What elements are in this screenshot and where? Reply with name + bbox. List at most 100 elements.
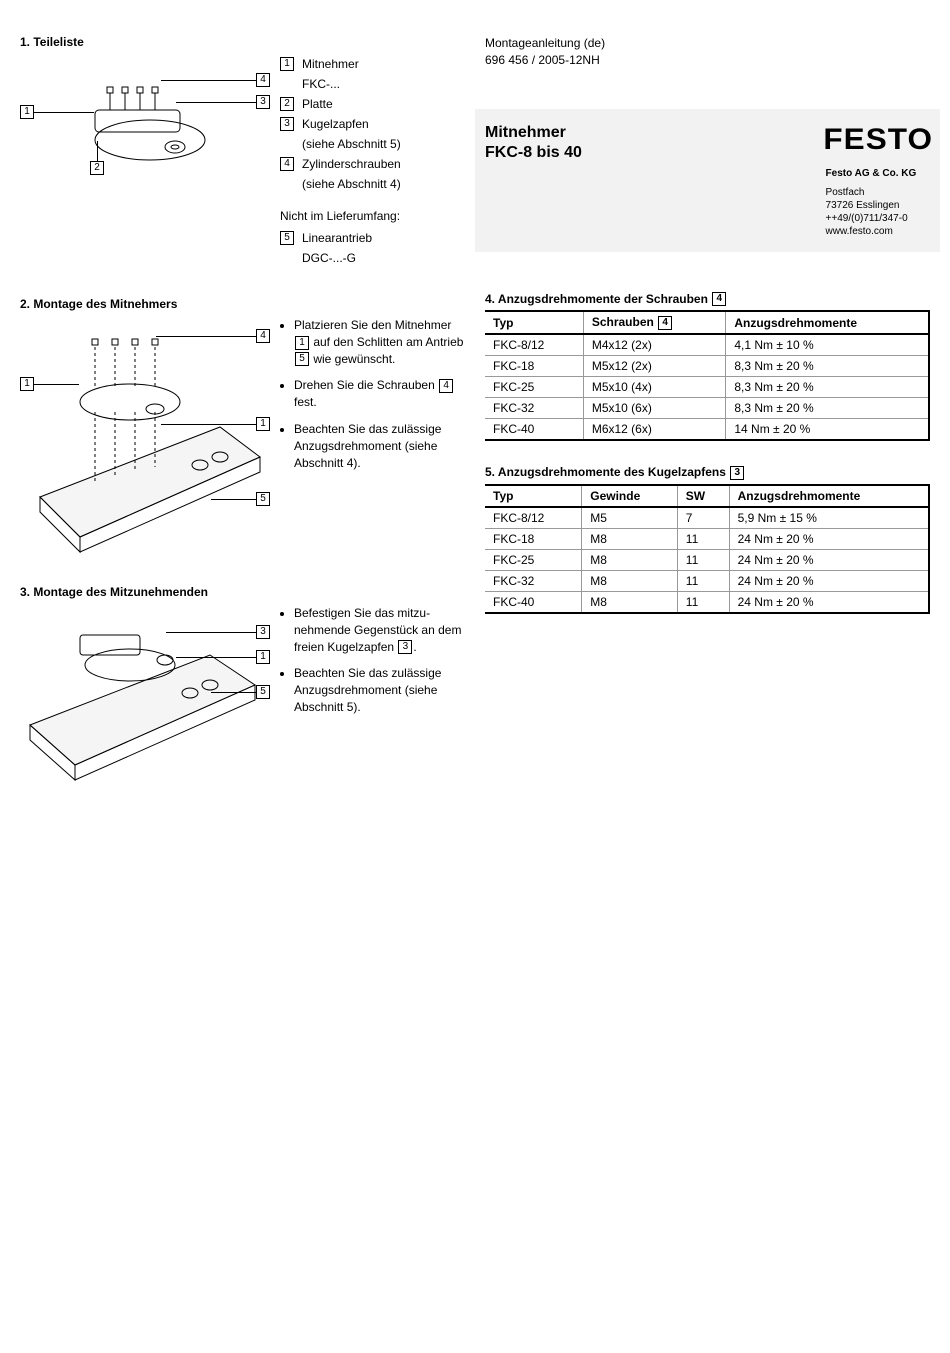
table-row: FKC-8/12M575,9 Nm ± 15 % [485,507,929,529]
text: Platzieren Sie den Mit­nehmer [294,318,451,332]
parts-sublabel: DGC-...-G [302,249,465,267]
text: Befestigen Sie das mitzu­nehmende Gegens… [294,606,461,654]
parts-label: Zylinderschrauben [302,155,465,173]
table-cell: FKC-40 [485,419,583,441]
festo-logo: FESTO [823,123,933,157]
table-row: FKC-8/12M4x12 (2x)4,1 Nm ± 10 % [485,334,929,356]
callout-2: 2 [90,161,104,175]
table-row: FKC-40M81124 Nm ± 20 % [485,592,929,614]
callout-4: 4 [256,329,270,343]
parts-list-item: 4Zylinderschrauben [280,155,465,173]
table-cell: 11 [677,592,729,614]
table-cell: M5x10 (4x) [583,377,726,398]
text: auf den Schlit­ten am Antrieb [310,335,463,349]
parts-list: 1MitnehmerFKC-...2Platte3Kugelzapfen(sie… [280,55,465,269]
product-title: Mitnehmer FKC-8 bis 40 [485,123,582,165]
callout-5: 5 [256,685,270,699]
parts-list-item: 2Platte [280,95,465,113]
table-header: Anzugsdrehmomente [729,485,929,507]
instruction-item: Platzieren Sie den Mit­nehmer 1 auf den … [294,317,465,367]
ref-box: 4 [439,379,453,393]
parts-num-box: 1 [280,57,294,71]
parts-list-item: 5Linearantrieb [280,229,465,247]
table-row: FKC-25M5x10 (4x)8,3 Nm ± 20 % [485,377,929,398]
text: . [413,640,416,654]
table-row: FKC-32M5x10 (6x)8,3 Nm ± 20 % [485,398,929,419]
table-cell: M5x10 (6x) [583,398,726,419]
table-row: FKC-18M81124 Nm ± 20 % [485,529,929,550]
text: 5. Anzugsdrehmomente des Kugelzapfens [485,465,729,479]
table-cell: 8,3 Nm ± 20 % [726,377,929,398]
table-cell: M6x12 (6x) [583,419,726,441]
section2-row: 4 1 1 5 Platzieren Sie den Mit­nehmer 1 … [20,317,465,557]
table-cell: 11 [677,529,729,550]
table-cell: FKC-8/12 [485,334,583,356]
doc-number: 696 456 / 2005-12NH [485,52,930,69]
table-cell: 4,1 Nm ± 10 % [726,334,929,356]
section1-row: 1 4 3 2 1MitnehmerFKC-...2Platte3Kugelza… [20,55,465,269]
parts-label: Platte [302,95,465,113]
table-cell: 8,3 Nm ± 20 % [726,356,929,377]
callout-1b: 1 [256,417,270,431]
table-row: FKC-18M5x12 (2x)8,3 Nm ± 20 % [485,356,929,377]
table-header: SW [677,485,729,507]
right-column: Montageanleitung (de) 696 456 / 2005-12N… [485,35,930,813]
table-ballpin: TypGewindeSWAnzugsdrehmomenteFKC-8/12M57… [485,484,930,614]
parts-sublabel: (siehe Abschnitt 5) [302,135,465,153]
table-cell: 24 Nm ± 20 % [729,592,929,614]
section1-heading: 1. Teileliste [20,35,465,49]
section3-row: 3 1 5 Befestigen Sie das mitzu­nehmende … [20,605,465,785]
parts-sketch-icon [20,55,270,175]
table-cell: M8 [582,592,678,614]
table-row: FKC-25M81124 Nm ± 20 % [485,550,929,571]
parts-label: Kugelzapfen [302,115,465,133]
ref-box: 4 [658,316,672,330]
company-phone: ++49/(0)711/347-0 [826,212,930,225]
callout-4: 4 [256,73,270,87]
callout-1: 1 [20,377,34,391]
section4-heading: 4. Anzugsdrehmomente der Schrauben 4 [485,292,930,307]
ref-box: 5 [295,352,309,366]
table-cell: M8 [582,571,678,592]
table-cell: 5,9 Nm ± 15 % [729,507,929,529]
callout-1: 1 [256,650,270,664]
doc-type: Montageanleitung (de) [485,35,930,52]
table-cell: M8 [582,529,678,550]
table-cell: 11 [677,550,729,571]
section2-diagram: 4 1 1 5 [20,317,270,557]
callout-5: 5 [256,492,270,506]
table-cell: M4x12 (2x) [583,334,726,356]
page: 1. Teileliste 1 4 [20,35,930,813]
left-column: 1. Teileliste 1 4 [20,35,465,813]
parts-sublabel: (siehe Abschnitt 4) [302,175,465,193]
text: fest. [294,395,317,409]
table-cell: FKC-32 [485,398,583,419]
table-cell: M5 [582,507,678,529]
table-cell: 7 [677,507,729,529]
ref-box: 3 [730,466,744,480]
instruction-item: Beachten Sie das zulässi­ge Anzugsdrehmo… [294,421,465,471]
title-block: Mitnehmer FKC-8 bis 40 FESTO Festo AG & … [475,109,940,252]
table-header: Gewinde [582,485,678,507]
parts-list-item: 1 Mitnehmer [280,55,465,73]
table-cell: M8 [582,550,678,571]
table-cell: FKC-18 [485,529,582,550]
ref-box: 1 [295,336,309,350]
table-cell: 8,3 Nm ± 20 % [726,398,929,419]
table-cell: FKC-18 [485,356,583,377]
callout-3: 3 [256,95,270,109]
callout-3: 3 [256,625,270,639]
parts-list-item: 3Kugelzapfen [280,115,465,133]
section2-heading: 2. Montage des Mitnehmers [20,297,465,311]
text: wie ge­wünscht. [310,352,395,366]
table-header: Typ [485,485,582,507]
text: Drehen Sie die Schrauben [294,378,438,392]
text: 4. Anzugsdrehmomente der Schrauben [485,292,711,306]
company-addr1: Postfach [826,186,930,199]
parts-label: Mitnehmer [302,55,465,73]
section5-heading: 5. Anzugsdrehmomente des Kugelzapfens 3 [485,465,930,480]
parts-num-box: 5 [280,231,294,245]
title-line1: Mitnehmer [485,123,582,144]
company-info: Festo AG & Co. KG Postfach 73726 Essling… [826,167,930,238]
title-line2: FKC-8 bis 40 [485,143,582,164]
